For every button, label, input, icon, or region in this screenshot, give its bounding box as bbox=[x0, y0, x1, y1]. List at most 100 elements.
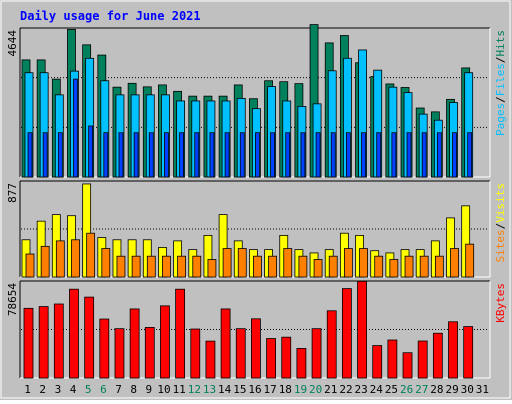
bar-pages-day-14 bbox=[224, 132, 230, 178]
panel-bottom-ymax-label: 78654 bbox=[6, 283, 19, 316]
bar-pages-day-3 bbox=[57, 132, 63, 178]
bar-sites-day-10 bbox=[162, 255, 171, 278]
chart-title: Daily usage for June 2021 bbox=[20, 9, 201, 23]
x-tick-label-day-12: 12 bbox=[188, 383, 201, 396]
x-tick-label-day-15: 15 bbox=[233, 383, 246, 396]
x-tick-label-day-4: 4 bbox=[70, 383, 77, 396]
bar-sites-day-22 bbox=[343, 248, 353, 278]
bar-kbytes-day-23 bbox=[357, 280, 367, 379]
x-tick-label-day-25: 25 bbox=[385, 383, 398, 396]
bar-sites-day-4 bbox=[71, 239, 80, 278]
bar-sites-day-12 bbox=[192, 255, 202, 278]
bar-kbytes-day-2 bbox=[38, 306, 49, 379]
bar-pages-day-15 bbox=[239, 132, 245, 178]
bar-kbytes-day-6 bbox=[99, 318, 110, 379]
chart-panels: 4644Pages/Files/Hits877Sites/Visits78654… bbox=[6, 24, 507, 379]
bar-sites-day-20 bbox=[313, 259, 323, 278]
bar-sites-day-8 bbox=[131, 255, 141, 278]
bar-kbytes-day-1 bbox=[23, 307, 34, 379]
bar-pages-day-2 bbox=[42, 132, 48, 178]
bar-kbytes-day-8 bbox=[129, 308, 140, 379]
bar-kbytes-day-17 bbox=[266, 338, 276, 379]
legend-sites: Sites bbox=[494, 229, 507, 262]
bar-pages-day-25 bbox=[391, 132, 397, 178]
bar-kbytes-day-15 bbox=[235, 328, 246, 379]
bar-pages-day-19 bbox=[300, 132, 306, 178]
bar-kbytes-day-24 bbox=[372, 345, 383, 379]
bar-sites-day-7 bbox=[116, 255, 126, 278]
legend-hits: Hits bbox=[494, 30, 507, 57]
x-tick-label-day-9: 9 bbox=[146, 383, 153, 396]
bar-sites-day-14 bbox=[222, 248, 232, 278]
x-tick-label-day-17: 17 bbox=[264, 383, 277, 396]
bar-pages-day-22 bbox=[345, 132, 351, 178]
bar-sites-day-6 bbox=[101, 248, 111, 278]
x-tick-label-day-8: 8 bbox=[130, 383, 137, 396]
bar-sites-day-9 bbox=[146, 255, 156, 278]
bar-kbytes-day-16 bbox=[251, 318, 261, 379]
x-tick-label-day-31: 31 bbox=[476, 383, 489, 396]
bar-sites-day-19 bbox=[298, 255, 308, 278]
bar-sites-day-1 bbox=[25, 253, 35, 278]
legend-divider: / bbox=[494, 223, 507, 230]
legend-files: Files bbox=[494, 63, 507, 96]
bar-kbytes-day-26 bbox=[402, 352, 413, 379]
bar-pages-day-28 bbox=[436, 132, 442, 178]
bar-kbytes-day-28 bbox=[432, 332, 443, 379]
bar-kbytes-day-13 bbox=[205, 340, 216, 379]
bar-kbytes-day-7 bbox=[114, 328, 125, 379]
bar-kbytes-day-29 bbox=[448, 321, 458, 379]
bar-kbytes-day-3 bbox=[53, 303, 64, 379]
bar-pages-day-10 bbox=[164, 132, 169, 178]
panel-middle-ymax-label: 877 bbox=[6, 183, 19, 203]
x-tick-label-day-2: 2 bbox=[39, 383, 46, 396]
bar-pages-day-4 bbox=[73, 78, 78, 178]
bar-kbytes-day-9 bbox=[144, 327, 155, 379]
bar-pages-day-9 bbox=[148, 132, 154, 178]
x-tick-labels: 1 2 3 4 5 6 7 8 9 10 11 12 13 14 15 16 17 18 19 20 21 22 23 24 2… bbox=[24, 383, 489, 396]
bar-sites-day-5 bbox=[86, 232, 96, 278]
x-tick-label-day-24: 24 bbox=[370, 383, 384, 396]
panel-bottom-legend: KBytes bbox=[494, 283, 507, 323]
x-tick-label-day-10: 10 bbox=[157, 383, 170, 396]
bar-pages-day-30 bbox=[467, 132, 473, 178]
legend-pages: Pages bbox=[494, 103, 507, 136]
x-tick-label-day-30: 30 bbox=[461, 383, 474, 396]
bar-kbytes-day-19 bbox=[296, 348, 307, 379]
panel-top-legend: Pages/Files/Hits bbox=[494, 30, 507, 136]
bar-kbytes-day-25 bbox=[387, 339, 398, 379]
bar-kbytes-day-30 bbox=[463, 326, 474, 379]
bar-kbytes-day-12 bbox=[190, 328, 201, 379]
bar-pages-day-13 bbox=[209, 132, 215, 178]
legend-kbytes: KBytes bbox=[494, 283, 507, 323]
x-tick-label-day-7: 7 bbox=[115, 383, 122, 396]
x-tick-label-day-23: 23 bbox=[355, 383, 368, 396]
bar-sites-day-15 bbox=[237, 248, 247, 278]
x-tick-label-day-27: 27 bbox=[415, 383, 428, 396]
bar-pages-day-21 bbox=[330, 132, 336, 178]
x-tick-label-day-16: 16 bbox=[248, 383, 261, 396]
bar-pages-day-8 bbox=[133, 132, 139, 178]
bar-kbytes-day-4 bbox=[69, 288, 79, 379]
bar-kbytes-day-27 bbox=[417, 340, 428, 379]
x-tick-label-day-19: 19 bbox=[294, 383, 307, 396]
bar-sites-day-2 bbox=[40, 245, 50, 278]
bar-pages-day-27 bbox=[421, 132, 427, 178]
bar-sites-day-23 bbox=[359, 248, 368, 278]
panel-top-ymax-label: 4644 bbox=[6, 30, 19, 57]
x-tick-label-day-18: 18 bbox=[279, 383, 292, 396]
x-tick-label-day-5: 5 bbox=[85, 383, 92, 396]
bar-pages-day-24 bbox=[376, 132, 382, 178]
bar-pages-day-20 bbox=[315, 132, 321, 178]
bar-sites-day-18 bbox=[283, 248, 293, 278]
x-tick-label-day-26: 26 bbox=[400, 383, 413, 396]
bar-pages-day-12 bbox=[194, 132, 200, 178]
bar-sites-day-26 bbox=[404, 255, 414, 278]
bar-sites-day-30 bbox=[465, 243, 475, 278]
x-tick-label-day-13: 13 bbox=[203, 383, 216, 396]
bar-pages-day-5 bbox=[88, 125, 94, 178]
bar-kbytes-day-5 bbox=[84, 296, 95, 379]
